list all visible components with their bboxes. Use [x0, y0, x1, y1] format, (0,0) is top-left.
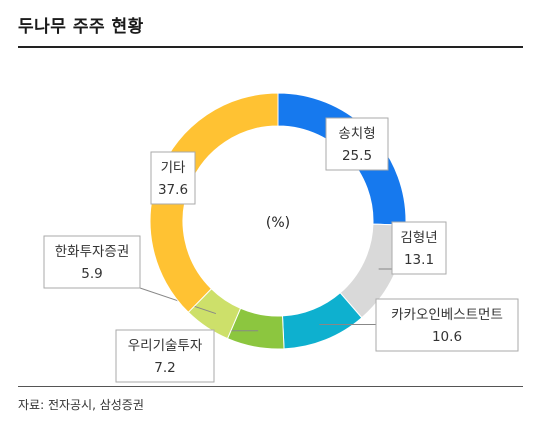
data-label-5: 한화투자증권 5.9 [43, 235, 141, 289]
data-label-3: 카카오인베스트먼트 10.6 [375, 298, 519, 352]
series-name-label: 김형년 [400, 230, 437, 246]
series-value-label: 25.5 [342, 148, 372, 164]
series-value-label: 5.9 [81, 266, 102, 282]
title-divider [18, 46, 523, 48]
donut-slice-6 [149, 92, 279, 313]
data-label-4: 우리기술투자 7.2 [115, 329, 215, 383]
series-name-label: 카카오인베스트먼트 [391, 307, 503, 323]
series-value-label: 10.6 [432, 329, 462, 345]
label-box [115, 329, 215, 383]
unit-label: (%) [266, 215, 290, 231]
series-name-label: 우리기술투자 [128, 338, 203, 354]
label-box [375, 298, 519, 352]
label-box [150, 151, 196, 205]
data-label-1: 송치형 25.5 [325, 117, 389, 171]
footer-divider [18, 386, 523, 387]
label-box [43, 235, 141, 289]
series-name-label: 한화투자증권 [55, 244, 130, 260]
series-value-label: 13.1 [404, 252, 434, 268]
chart-title: 두나무 주주 현황 [18, 17, 144, 37]
data-label-2: 김형년 13.1 [391, 221, 447, 275]
source-note: 자료: 전자공시, 삼성증권 [18, 398, 144, 412]
series-value-label: 37.6 [158, 182, 188, 198]
data-label-6: 기타 37.6 [150, 151, 196, 205]
label-box [325, 117, 389, 171]
label-box [391, 221, 447, 275]
series-name-label: 기타 [161, 160, 186, 176]
series-value-label: 7.2 [154, 360, 175, 376]
series-name-label: 송치형 [338, 126, 375, 142]
